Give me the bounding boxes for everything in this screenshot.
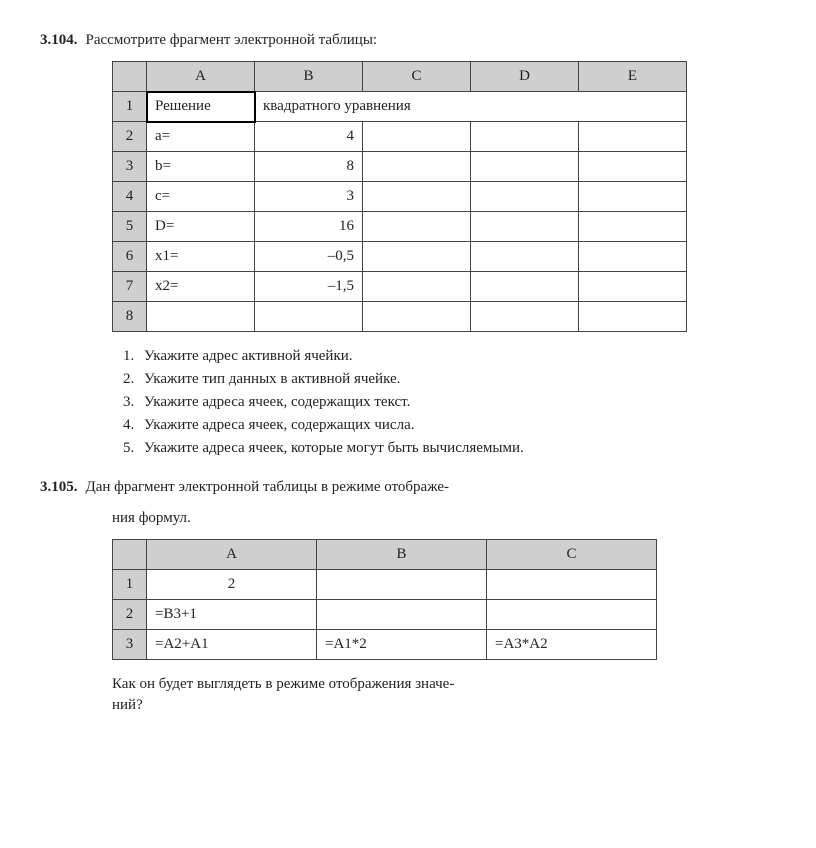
col-header-c: C [363,62,471,92]
cell-d6 [471,242,579,272]
table-row: 2 =B3+1 [113,600,657,630]
exercise-number: 3.104. [40,30,78,51]
cell-b7: –1,5 [255,272,363,302]
cell-d4 [471,182,579,212]
cell-a1: 2 [147,570,317,600]
row-header-1: 1 [113,92,147,122]
cell-c8 [363,302,471,332]
cell-c7 [363,272,471,302]
cell-e2 [579,122,687,152]
cell-b3: 8 [255,152,363,182]
row-header-3: 3 [113,630,147,660]
row-header-8: 8 [113,302,147,332]
corner-cell [113,540,147,570]
question-list-104: Укажите адрес активной ячейки. Укажите т… [138,346,776,459]
cell-b8 [255,302,363,332]
col-header-d: D [471,62,579,92]
row-header-2: 2 [113,600,147,630]
cell-d3 [471,152,579,182]
question-item: Укажите адреса ячеек, содержащих текст. [138,392,776,413]
cell-a5: D= [147,212,255,242]
question-item: Укажите тип данных в активной ячейке. [138,369,776,390]
table-row: 8 [113,302,687,332]
column-header-row: A B C [113,540,657,570]
cell-c6 [363,242,471,272]
exercise-number: 3.105. [40,477,78,498]
cell-c5 [363,212,471,242]
table-row: 7 x2= –1,5 [113,272,687,302]
table-row: 2 a= 4 [113,122,687,152]
followup-line1: Как он будет выглядеть в режиме отображе… [112,674,776,695]
cell-e7 [579,272,687,302]
table-row: 5 D= 16 [113,212,687,242]
row-header-6: 6 [113,242,147,272]
row-header-1: 1 [113,570,147,600]
cell-a3: b= [147,152,255,182]
followup-line2: ний? [112,695,776,716]
cell-b2: 4 [255,122,363,152]
cell-b1-merged: квадратного уравнения [255,92,687,122]
table-row: 1 2 [113,570,657,600]
row-header-4: 4 [113,182,147,212]
cell-a2: a= [147,122,255,152]
exercise-105-heading: 3.105. Дан фрагмент электронной таблицы … [40,477,776,498]
cell-b6: –0,5 [255,242,363,272]
column-header-row: A B C D E [113,62,687,92]
cell-c1 [487,570,657,600]
cell-d7 [471,272,579,302]
row-header-5: 5 [113,212,147,242]
row-header-3: 3 [113,152,147,182]
cell-d5 [471,212,579,242]
cell-e6 [579,242,687,272]
exercise-104-heading: 3.104. Рассмотрите фрагмент электронной … [40,30,776,51]
cell-b4: 3 [255,182,363,212]
cell-e3 [579,152,687,182]
table-row: 1 Решение квадратного уравнения [113,92,687,122]
exercise-prompt-line2: ния формул. [112,508,776,529]
cell-d8 [471,302,579,332]
cell-d2 [471,122,579,152]
cell-b5: 16 [255,212,363,242]
spreadsheet-table-2: A B C 1 2 2 =B3+1 3 =A2+A1 =A1*2 =A3*A2 [112,539,657,660]
table-row: 4 c= 3 [113,182,687,212]
exercise-prompt-line1: Дан фрагмент электронной таблицы в режим… [86,477,450,498]
cell-a4: c= [147,182,255,212]
table-row: 3 b= 8 [113,152,687,182]
cell-a6: x1= [147,242,255,272]
question-item: Укажите адреса ячеек, содержащих числа. [138,415,776,436]
cell-c3 [363,152,471,182]
cell-e5 [579,212,687,242]
cell-b2 [317,600,487,630]
table-row: 3 =A2+A1 =A1*2 =A3*A2 [113,630,657,660]
row-header-2: 2 [113,122,147,152]
cell-a2: =B3+1 [147,600,317,630]
cell-a7: x2= [147,272,255,302]
cell-c2 [487,600,657,630]
question-item: Укажите адреса ячеек, которые могут быть… [138,438,776,459]
cell-e4 [579,182,687,212]
table-row: 6 x1= –0,5 [113,242,687,272]
cell-e8 [579,302,687,332]
cell-a1-active: Решение [147,92,255,122]
cell-a8 [147,302,255,332]
col-header-c: C [487,540,657,570]
cell-c2 [363,122,471,152]
row-header-7: 7 [113,272,147,302]
cell-b3: =A1*2 [317,630,487,660]
corner-cell [113,62,147,92]
col-header-e: E [579,62,687,92]
col-header-b: B [255,62,363,92]
cell-b1 [317,570,487,600]
cell-c3: =A3*A2 [487,630,657,660]
col-header-b: B [317,540,487,570]
question-item: Укажите адрес активной ячейки. [138,346,776,367]
exercise-prompt: Рассмотрите фрагмент электронной таблицы… [86,30,378,51]
col-header-a: A [147,62,255,92]
col-header-a: A [147,540,317,570]
cell-a3: =A2+A1 [147,630,317,660]
cell-c4 [363,182,471,212]
spreadsheet-table-1: A B C D E 1 Решение квадратного уравнени… [112,61,687,332]
